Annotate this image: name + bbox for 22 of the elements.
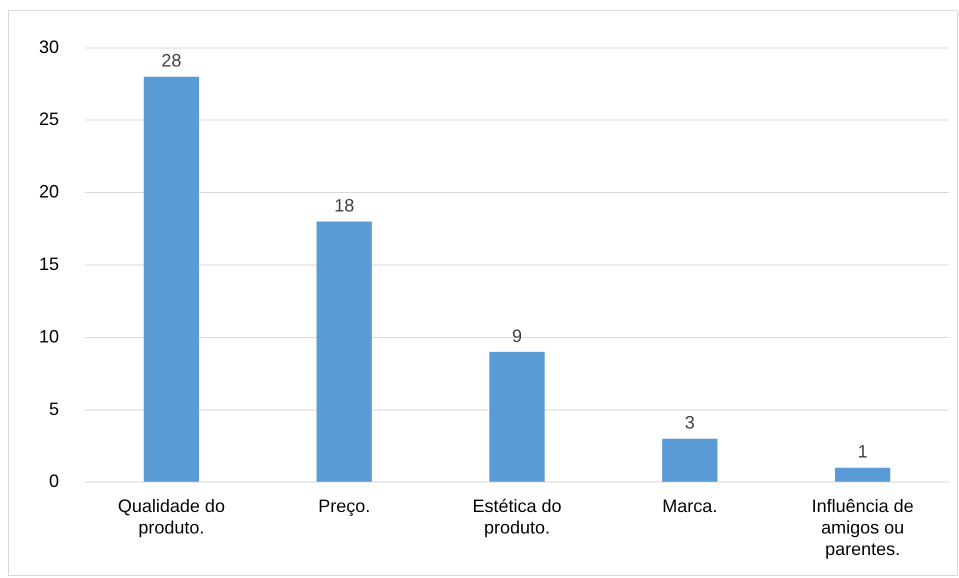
bar	[662, 438, 718, 482]
bar	[489, 352, 545, 482]
data-label: 9	[512, 326, 522, 346]
bar	[144, 76, 200, 482]
y-tick-label: 15	[38, 254, 60, 274]
data-label: 28	[161, 50, 182, 71]
y-tick-label: 10	[38, 326, 60, 346]
data-label: 1	[858, 442, 868, 462]
x-tick-label: Preço.	[318, 496, 370, 516]
y-tick-label: 25	[38, 109, 60, 130]
y-tick-label: 20	[38, 182, 60, 202]
data-label: 3	[684, 412, 695, 433]
y-tick-label: 5	[49, 398, 60, 419]
x-tick-label: Influência de amigos ou parentes.	[812, 496, 914, 560]
x-tick-label: Marca.	[662, 496, 718, 516]
y-tick-label: 0	[49, 471, 60, 492]
y-tick-label: 30	[38, 36, 60, 57]
bar	[316, 222, 372, 482]
data-label: 18	[334, 196, 354, 216]
x-tick-label: Qualidade do produto.	[118, 496, 225, 538]
x-tick-label: Estética do produto.	[472, 496, 562, 538]
bar	[834, 468, 890, 482]
